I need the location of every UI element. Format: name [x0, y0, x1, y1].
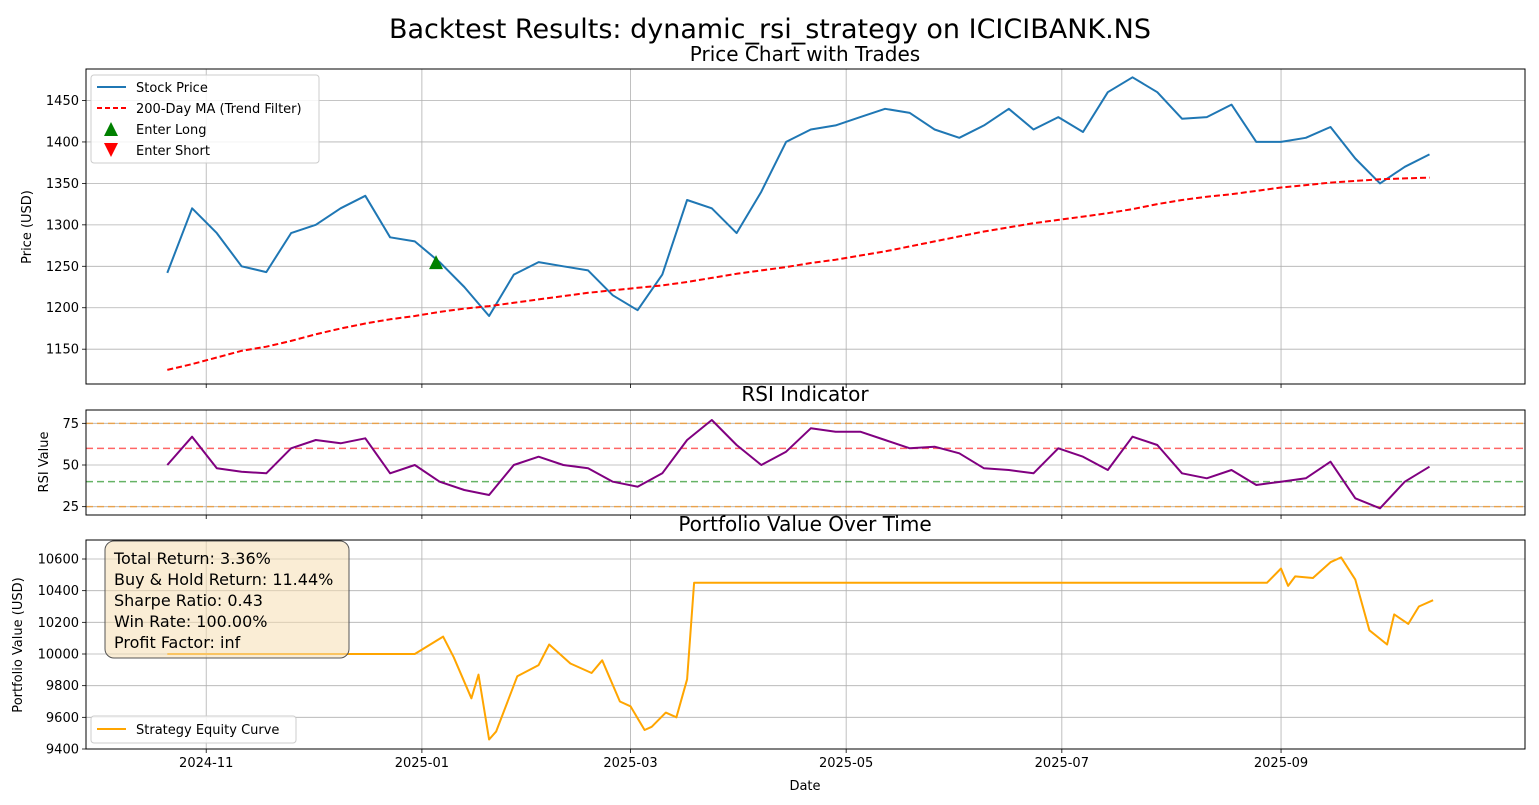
axes-frame	[85, 68, 1526, 385]
axes-frame	[85, 409, 1526, 516]
y-tick-label: 10200	[38, 616, 79, 631]
series-line-rsi	[166, 419, 1431, 510]
y-tick-label: 1250	[46, 260, 79, 275]
stats-win-rate: Win Rate: 100.00%	[114, 612, 268, 631]
y-tick-label: 1400	[46, 135, 79, 150]
stats-box-background	[104, 540, 350, 659]
portfolio-y-label: Portfolio Value (USD)	[11, 577, 26, 712]
y-tick-label: 1300	[46, 218, 79, 233]
y-tick-label: 10000	[38, 648, 79, 663]
y-tick-label: 25	[62, 500, 79, 515]
x-tick-label: 2025-01	[395, 756, 449, 771]
axes-frame	[85, 539, 1526, 750]
x-tick-label: 2025-09	[1254, 756, 1308, 771]
x-tick-label: 2024-11	[179, 756, 233, 771]
y-tick-label: 10600	[38, 553, 79, 568]
figure-title: Backtest Results: dynamic_rsi_strategy o…	[389, 14, 1151, 45]
portfolio-legend-box	[90, 715, 297, 744]
stats-profit-factor: Profit Factor: inf	[114, 633, 241, 652]
y-tick-label: 1350	[46, 177, 79, 192]
y-tick-label: 9600	[46, 711, 79, 726]
y-tick-label: 1200	[46, 301, 79, 316]
portfolio-panel-title: Portfolio Value Over Time	[678, 512, 931, 536]
rsi-panel-title: RSI Indicator	[741, 382, 869, 406]
stats-total-return: Total Return: 3.36%	[113, 549, 271, 568]
y-tick-label: 10400	[38, 584, 79, 599]
price-panel-title: Price Chart with Trades	[690, 42, 920, 66]
y-tick-label: 75	[62, 417, 79, 432]
legend-enter-short: Enter Short	[136, 144, 210, 159]
rsi-y-label: RSI Value	[37, 432, 52, 493]
stats-buy-hold-return: Buy & Hold Return: 11.44%	[114, 570, 333, 589]
y-tick-label: 9800	[46, 679, 79, 694]
legend-enter-long: Enter Long	[136, 123, 206, 138]
legend-enter-long-swatch	[104, 122, 118, 136]
stats-sharpe-ratio: Sharpe Ratio: 0.43	[114, 591, 263, 610]
portfolio-legend: Strategy Equity Curve	[90, 715, 297, 744]
price-legend: Stock Price 200-Day MA (Trend Filter) En…	[90, 74, 320, 164]
series-line-200-day-ma-trend-filter-	[167, 176, 1430, 371]
y-tick-label: 50	[62, 459, 79, 474]
legend-stock-price: Stock Price	[136, 81, 208, 96]
rsi-chart-panel: 25 50 75	[62, 409, 1526, 519]
x-tick-label: 2025-07	[1035, 756, 1089, 771]
legend-ma: 200-Day MA (Trend Filter)	[136, 102, 302, 117]
series-line-strategy-equity-curve	[167, 556, 1434, 741]
price-y-label: Price (USD)	[20, 190, 35, 264]
trade-marker-enter-long	[429, 255, 444, 270]
x-axis-label: Date	[789, 779, 820, 794]
series-line-stock-price	[166, 76, 1430, 317]
price-chart-panel: 1150 1200 1250 1300 1350 1400 1450	[46, 68, 1526, 388]
stats-box: Total Return: 3.36% Buy & Hold Return: 1…	[104, 540, 350, 659]
y-tick-label: 9400	[46, 743, 79, 758]
y-tick-label: 1150	[46, 343, 79, 358]
y-tick-label: 1450	[46, 94, 79, 109]
x-tick-label: 2025-03	[603, 756, 657, 771]
x-tick-label: 2025-05	[819, 756, 873, 771]
price-legend-box	[90, 74, 320, 164]
legend-equity: Strategy Equity Curve	[136, 723, 279, 738]
legend-enter-short-swatch	[104, 143, 118, 157]
